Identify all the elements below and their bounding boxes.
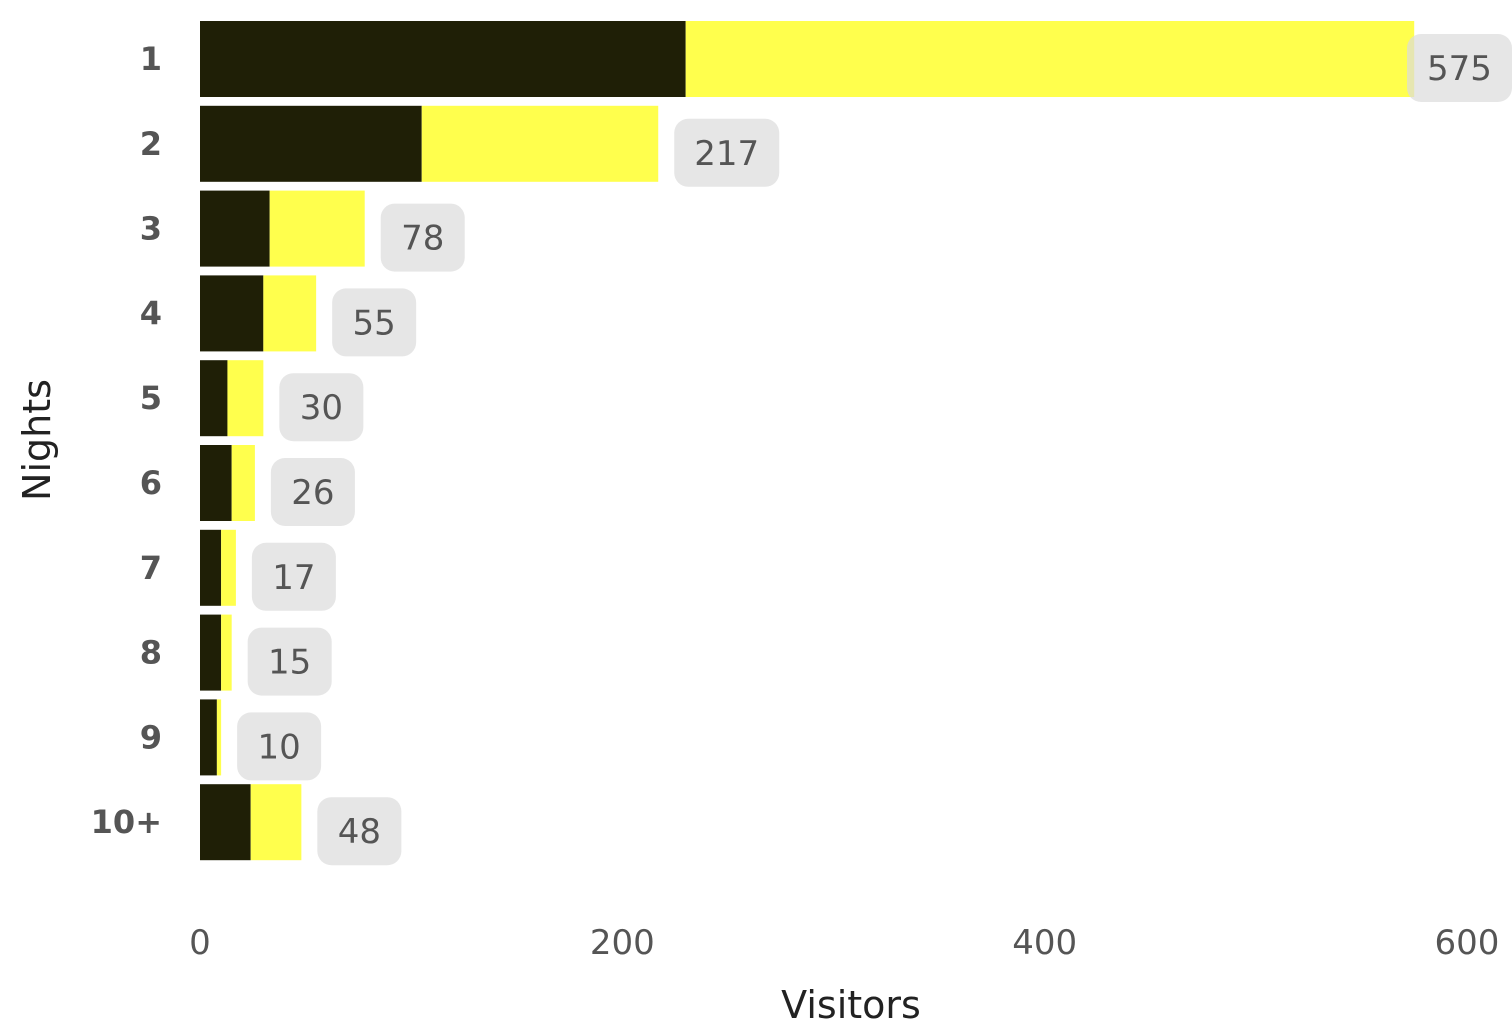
bar-segment-7-s2 [221,529,236,606]
category-label-7: 7 [140,549,162,587]
category-label-3: 3 [140,210,162,248]
total-label-10+: 48 [338,812,381,852]
category-label-9: 9 [140,718,162,756]
x-axis-title: Visitors [781,983,921,1023]
bar-segment-5-s2 [227,360,264,437]
category-labels-group: 1 2 3 4 5 6 7 8 9 10+ [91,40,162,841]
bar-segment-3-s2 [269,190,365,267]
total-label-6: 26 [291,473,334,513]
total-label-box-8 [247,627,332,696]
bar-segment-6-s2 [231,445,255,521]
bar-segment-5-s1 [200,360,228,437]
bar-segment-8-s1 [200,614,222,691]
bar-segment-3-s1 [200,190,270,267]
x-tick-label-200: 200 [590,923,655,963]
x-tick-label-0: 0 [189,923,211,963]
bar-segment-7-s1 [200,529,222,606]
total-label-3: 78 [401,219,444,259]
category-label-4: 4 [140,294,162,332]
bar-segment-9-s2 [216,699,222,776]
bar-segment-10+-s1 [200,784,251,861]
total-label-box-4 [332,288,417,357]
total-labels-group: 575 217 78 55 30 26 17 15 10 48 [237,34,1512,866]
x-tick-label-600: 600 [1435,923,1500,963]
total-label-9: 10 [257,727,300,767]
total-label-8: 15 [268,643,311,683]
category-label-5: 5 [140,379,162,417]
bars-group [200,21,1415,861]
bar-segment-8-s2 [221,614,232,691]
bar-segment-4-s2 [263,275,317,352]
total-label-4: 55 [353,303,396,343]
x-tick-labels-group: 0 200 400 600 [189,923,1499,963]
total-label-1: 575 [1427,49,1492,89]
bar-segment-2-s1 [200,105,422,182]
y-axis-title: Nights [15,379,59,501]
category-label-8: 8 [140,634,162,672]
total-label-2: 217 [694,134,759,174]
category-label-1: 1 [140,40,162,78]
total-label-box-6 [270,458,355,526]
bar-segment-6-s1 [200,445,232,521]
category-label-6: 6 [140,464,162,502]
bar-segment-1-s1 [200,21,686,97]
total-label-box-10+ [317,797,402,866]
category-label-2: 2 [140,125,162,163]
category-label-10+: 10+ [91,803,162,841]
total-label-box-1 [1407,34,1512,102]
total-label-7: 17 [272,558,315,598]
total-label-box-3 [380,203,465,272]
bar-segment-1-s2 [685,21,1415,97]
bar-segment-10+-s2 [250,784,302,861]
total-label-box-7 [251,542,336,611]
bar-segment-9-s1 [200,699,217,776]
bar-segment-2-s2 [421,105,659,182]
total-label-box-5 [279,373,364,442]
total-label-5: 30 [300,388,343,428]
total-label-box-9 [237,712,322,781]
total-label-box-2 [674,118,780,187]
x-tick-label-400: 400 [1012,923,1077,963]
bar-segment-4-s1 [200,275,264,352]
